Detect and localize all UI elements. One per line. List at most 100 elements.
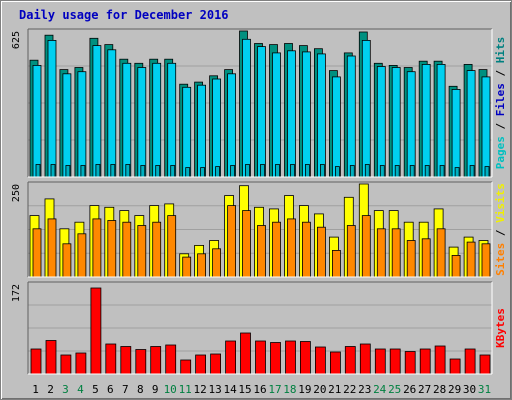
bar-sites-day-7: [122, 221, 132, 278]
bar-sites-day-21: [331, 249, 341, 278]
bar-files-day-20: [316, 53, 326, 178]
bar-kbytes-day-25: [389, 348, 401, 375]
bar-sites-day-19: [301, 221, 311, 278]
xtick-label-day-21: 21: [328, 383, 341, 396]
bar-kbytes-day-12: [195, 354, 207, 375]
bar-files-day-14: [227, 73, 237, 178]
bar-files-day-29: [451, 89, 461, 178]
chart-title: Daily usage for December 2016: [19, 8, 229, 22]
bar-pages-day-18: [290, 164, 295, 178]
xtick-label-day-17: 17: [268, 383, 281, 396]
bar-sites-day-1: [32, 228, 42, 278]
ylabel-segment-0: Pages: [494, 136, 507, 169]
bar-kbytes-day-18: [285, 340, 296, 375]
bar-files-day-12: [197, 84, 207, 178]
bar-sites-day-4: [77, 233, 87, 278]
xtick-label-day-20: 20: [313, 383, 326, 396]
xtick-label-day-18: 18: [283, 383, 296, 396]
xtick-label-day-13: 13: [208, 383, 221, 396]
bar-files-day-7: [122, 62, 132, 178]
bar-sites-day-8: [137, 225, 147, 278]
bar-files-day-23: [361, 40, 371, 178]
bar-pages-day-17: [275, 164, 280, 178]
panel-hits-files-pages: 625 Pages / Files / Hits: [11, 28, 507, 178]
ylabel-segment-2: Visits: [494, 183, 507, 223]
bar-sites-day-13: [212, 248, 222, 278]
bar-kbytes-day-20: [314, 346, 326, 375]
bar-files-day-19: [301, 51, 311, 178]
bar-kbytes-day-2: [45, 340, 57, 375]
bar-pages-day-21: [334, 166, 340, 178]
xtick-label-day-1: 1: [32, 383, 39, 396]
bar-kbytes-day-15: [240, 332, 251, 375]
bar-sites-day-26: [406, 240, 416, 278]
bar-pages-day-20: [319, 164, 325, 178]
xtick-label-day-11: 11: [179, 383, 192, 396]
xtick-label-day-26: 26: [403, 383, 416, 396]
bar-files-day-3: [62, 73, 72, 178]
bar-pages-day-2: [50, 164, 56, 178]
bar-files-day-21: [331, 76, 341, 178]
bar-sites-day-3: [62, 243, 72, 278]
ylabel-segment-0: Sites: [494, 243, 507, 276]
bar-kbytes-day-3: [60, 354, 72, 375]
bar-sites-day-9: [152, 221, 162, 278]
bar-sites-day-6: [107, 220, 117, 278]
bar-pages-day-16: [260, 164, 265, 178]
xtick-label-day-24: 24: [373, 383, 387, 396]
bar-files-day-30: [466, 70, 476, 178]
bar-files-day-18: [287, 50, 296, 178]
bar-files-day-26: [406, 71, 416, 178]
bar-sites-day-24: [376, 228, 386, 278]
bar-sites-day-2: [47, 218, 57, 278]
bar-kbytes-day-17: [270, 342, 281, 375]
xtick-label-day-16: 16: [253, 383, 266, 396]
bar-files-day-10: [167, 62, 177, 178]
ylabel-kbytes: KBytes: [494, 308, 507, 348]
bar-files-day-31: [481, 76, 491, 178]
bar-pages-day-1: [35, 164, 41, 178]
xtick-label-day-10: 10: [164, 383, 177, 396]
bar-sites-day-10: [167, 215, 177, 278]
bar-pages-day-12: [200, 167, 206, 178]
bar-pages-day-4: [80, 165, 86, 178]
bar-files-day-5: [92, 45, 102, 178]
bar-kbytes-day-11: [180, 359, 192, 375]
bar-pages-day-3: [65, 165, 71, 178]
bar-kbytes-day-24: [374, 348, 386, 375]
bar-files-day-22: [346, 55, 356, 178]
bar-sites-day-27: [421, 238, 431, 278]
bar-pages-day-11: [185, 167, 191, 178]
bar-files-day-6: [107, 49, 117, 178]
xtick-label-day-6: 6: [107, 383, 114, 396]
bar-files-day-27: [421, 64, 431, 178]
bar-files-day-28: [436, 64, 446, 178]
bar-pages-day-19: [304, 164, 310, 178]
bar-pages-day-29: [454, 167, 460, 178]
bar-pages-day-27: [424, 165, 430, 178]
bar-sites-day-18: [287, 218, 296, 278]
xtick-label-day-22: 22: [343, 383, 356, 396]
bar-files-day-16: [257, 46, 266, 178]
xtick-label-day-29: 29: [448, 383, 461, 396]
bar-files-day-2: [47, 40, 57, 178]
xtick-label-day-12: 12: [193, 383, 206, 396]
bar-sites-day-25: [391, 228, 401, 278]
bar-kbytes-day-14: [225, 340, 237, 375]
bar-files-day-8: [137, 67, 147, 178]
bar-pages-day-28: [439, 165, 445, 178]
xtick-label-day-9: 9: [152, 383, 159, 396]
xtick-label-day-19: 19: [298, 383, 311, 396]
bar-pages-day-8: [140, 165, 146, 178]
xtick-label-day-5: 5: [92, 383, 99, 396]
bar-sites-day-16: [257, 225, 266, 278]
bar-files-day-25: [391, 67, 401, 178]
ytick-label-kbytes: 172: [11, 284, 22, 302]
bar-sites-day-11: [182, 256, 192, 278]
bar-pages-day-9: [155, 165, 161, 178]
bar-kbytes-day-31: [479, 354, 491, 375]
xtick-label-day-30: 30: [463, 383, 476, 396]
ylabel-segment-1: /: [494, 116, 507, 136]
bar-files-day-9: [152, 62, 162, 178]
